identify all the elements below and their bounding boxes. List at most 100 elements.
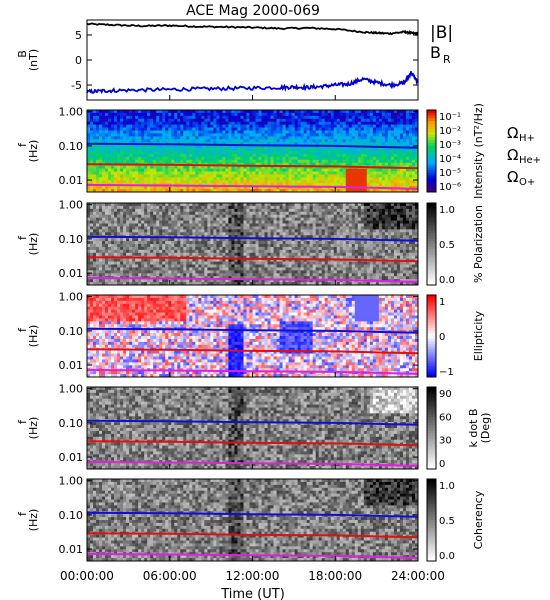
heatmap-cell [255,279,259,283]
heatmap-cell [189,156,193,161]
heatmap-cell [270,115,274,120]
heatmap-cell [156,252,160,257]
heatmap-cell [225,246,229,251]
heatmap-cell [171,130,175,134]
heatmap-cell [123,124,127,128]
heatmap-cell [414,183,419,187]
heatmap-cell [360,142,365,146]
heatmap-cell [180,171,184,175]
heatmap-cell [390,174,395,178]
heatmap-cell [300,159,304,164]
heatmap-cell [339,162,344,166]
heatmap-cell [93,110,97,114]
heatmap-cell [150,121,154,125]
heatmap-cell [387,124,392,128]
heatmap-cell [168,153,172,158]
heatmap-cell [216,156,220,161]
heatmap-cell [189,220,193,224]
heatmap-cell [150,165,154,169]
heatmap-cell [396,151,401,155]
heatmap-cell [219,217,223,221]
heatmap-cell [312,183,316,187]
heatmap-cell [174,220,178,224]
heatmap-cell [282,156,286,161]
heatmap-cell [105,249,109,254]
heatmap-cell [198,174,202,178]
heatmap-cell [159,267,163,271]
heatmap-cell [141,153,145,158]
heatmap-cell [300,112,304,117]
heatmap-cell [288,121,292,125]
heatmap-cell [213,189,217,193]
heatmap-cell [279,183,283,187]
heatmap-cell [195,214,199,218]
heatmap-cell [168,124,172,128]
heatmap-cell [108,244,112,248]
heatmap-cell [222,145,226,149]
heatmap-cell [231,156,235,161]
heatmap-cell [303,110,307,114]
heatmap-cell [315,171,319,175]
heatmap-cell [171,217,175,221]
heatmap-cell [198,244,202,248]
heatmap-cell [252,229,256,233]
heatmap-cell [378,183,383,187]
heatmap-cell [210,127,214,131]
heatmap-cell [99,112,103,117]
heatmap-cell [183,226,187,230]
heatmap-cell [177,232,181,236]
heatmap-cell [165,171,169,175]
heatmap-cell [267,124,271,128]
heatmap-cell [96,223,100,227]
heatmap-cell [297,133,301,137]
heatmap-cell [312,145,316,149]
heatmap-cell [192,282,196,286]
heatmap-cell [255,177,259,181]
heatmap-cell [132,174,136,178]
heatmap-cell [354,159,359,164]
heatmap-cell [87,148,91,152]
heatmap-cell [327,156,332,161]
heatmap-cell [93,189,97,193]
colorbar-cell [427,137,436,141]
heatmap-cell [390,133,395,137]
heatmap-cell [243,203,247,207]
heatmap-cell [99,217,103,221]
heatmap-cell [228,205,232,210]
heatmap-cell [129,270,133,274]
heatmap-cell [366,118,371,123]
heatmap-cell [204,246,208,251]
y-axis-label: f [16,235,29,240]
heatmap-cell [210,229,214,233]
heatmap-cell [171,156,175,161]
heatmap-cell [366,156,371,161]
heatmap-cell [252,246,256,251]
heatmap-cell [246,142,250,146]
heatmap-cell [204,153,208,158]
heatmap-cell [270,189,274,193]
heatmap-cell [159,189,163,193]
heatmap-cell [255,124,259,128]
heatmap-cell [198,264,202,268]
heatmap-cell [108,223,112,227]
heatmap-cell [90,264,94,268]
heatmap-cell [396,139,401,143]
heatmap-cell [147,220,151,224]
heatmap-cell [339,110,344,114]
heatmap-cell [117,118,121,123]
heatmap-cell [231,130,235,134]
heatmap-cell [264,151,268,155]
heatmap-cell [204,156,208,161]
heatmap-cell [252,142,256,146]
heatmap-cell [201,174,205,178]
heatmap-cell [93,139,97,143]
heatmap-cell [216,214,220,218]
heatmap-cell [270,145,274,149]
heatmap-cell [321,174,326,178]
heatmap-cell [303,171,307,175]
heatmap-cell [390,159,395,164]
heatmap-cell [123,264,127,268]
heatmap-cell [156,220,160,224]
heatmap-cell [315,139,319,143]
heatmap-cell [108,112,112,117]
